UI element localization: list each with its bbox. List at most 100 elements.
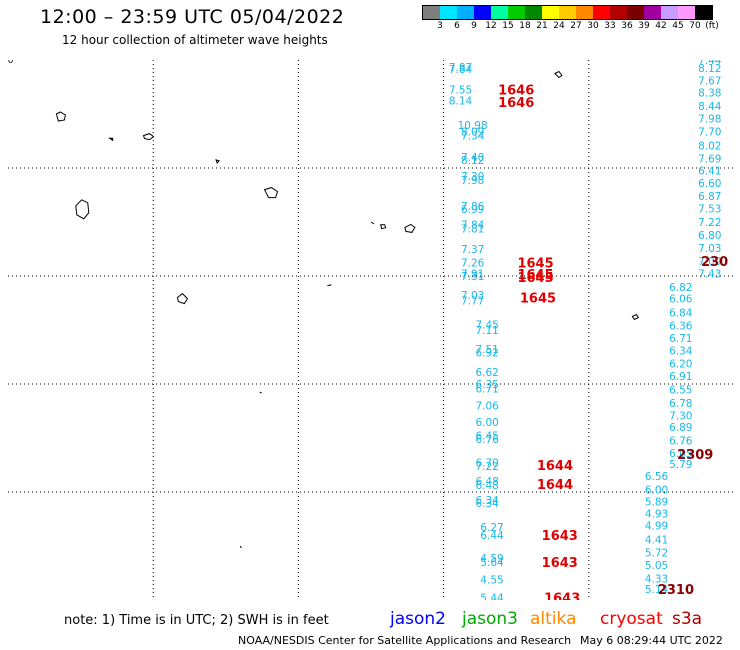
time-marker-label: 1644 — [537, 478, 573, 493]
time-marker-label: 1644 — [537, 459, 573, 474]
wave-height-label: 6.20 — [669, 358, 692, 370]
wave-height-label: 10.98 — [458, 120, 488, 132]
wave-height-label: 8.12 — [698, 63, 721, 75]
wave-height-label: 5.44 — [480, 592, 504, 600]
wave-height-label: 7.69 — [698, 153, 721, 165]
wave-height-label: 6.87 — [698, 191, 721, 203]
colorbar-label: 33 — [604, 21, 616, 31]
wave-height-label: 8.02 — [698, 140, 721, 152]
wave-height-label: 7.44 — [698, 60, 722, 67]
wave-height-label: 4.41 — [645, 535, 668, 547]
wave-height-label: 7.43 — [698, 268, 721, 280]
colorbar-swatch — [593, 6, 610, 19]
colorbar-label: 30 — [587, 21, 599, 31]
colorbar-label: 9 — [471, 21, 477, 31]
wave-height-label: 6.71 — [669, 333, 692, 345]
wave-height-label: 7.03 — [698, 243, 721, 255]
time-marker-label: 230 — [701, 255, 728, 270]
wave-height-label: 7.06 — [475, 401, 499, 413]
island-outline — [404, 223, 416, 233]
generated-time: May 6 08:29:44 UTC 2022 — [580, 634, 723, 647]
wave-height-label: 5.79 — [669, 459, 692, 471]
colorbar-swatch — [457, 6, 474, 19]
legend-altika: altika — [530, 609, 577, 629]
island-outline — [107, 137, 114, 142]
wave-height-label: 6.71 — [475, 383, 498, 395]
legend-s3a: s3a — [672, 609, 703, 629]
wave-height-label: 4.99 — [645, 520, 668, 532]
colorbar-swatch — [661, 6, 678, 19]
wave-height-label: 6.35 — [475, 379, 498, 391]
colorbar-label: 70 — [689, 21, 701, 31]
wave-height-label: 6.76 — [475, 434, 499, 446]
colorbar-label: 6 — [454, 21, 460, 31]
wave-height-label: 7.67 — [698, 76, 721, 88]
wave-height-label: 7.81 — [461, 223, 484, 235]
time-marker-label: 1643 — [544, 591, 580, 600]
time-marker-label: 1645 — [517, 257, 553, 272]
wave-height-label: 7.09 — [698, 256, 721, 268]
wave-height-label: 6.82 — [669, 282, 692, 294]
colorbar-swatch — [474, 6, 491, 19]
wave-height-label: 4.93 — [645, 509, 668, 521]
wave-height-label: 6.34 — [669, 346, 693, 358]
wave-height-label: 7.31 — [461, 271, 484, 283]
footnote: note: 1) Time is in UTC; 2) SWH is in fe… — [64, 613, 329, 628]
wave-height-label: 6.60 — [698, 178, 721, 190]
time-marker-label: 2310 — [658, 583, 694, 598]
wave-height-label: 7.22 — [475, 461, 498, 473]
wave-height-label: 7.84 — [461, 220, 485, 232]
wave-height-label: 7.34 — [461, 131, 485, 143]
wave-height-label: 7.91 — [461, 268, 484, 280]
colorbar-label: 3 — [437, 21, 443, 31]
colorbar-swatch — [610, 6, 627, 19]
map-title: 12:00 – 23:59 UTC 05/04/2022 — [40, 6, 345, 28]
wave-height-label: 6.36 — [669, 321, 693, 333]
wave-height-label: 7.45 — [475, 320, 498, 332]
island-outline — [55, 111, 66, 122]
wave-height-label: 6.48 — [475, 480, 498, 492]
legend-cryosat: cryosat — [600, 609, 663, 629]
wave-height-label: 6.06 — [669, 294, 693, 306]
wave-height-label: 6.41 — [698, 166, 721, 178]
wave-height-label: 4.59 — [480, 553, 503, 565]
wave-height-label: 6.34 — [475, 498, 499, 510]
wave-height-label: 6.44 — [480, 530, 504, 542]
time-marker-label: 1645 — [517, 268, 553, 283]
colorbar — [422, 5, 713, 20]
wave-height-label: 5.05 — [645, 560, 668, 572]
island-outline — [75, 199, 90, 220]
wave-height-label: 5.72 — [645, 547, 668, 559]
colorbar-swatch — [644, 6, 661, 19]
wave-height-label: 7.86 — [461, 201, 485, 213]
colorbar-label: (ft) — [705, 21, 719, 31]
island-outline — [259, 391, 262, 394]
colorbar-label: 12 — [485, 21, 497, 31]
wave-height-label: 6.00 — [475, 417, 498, 429]
colorbar-swatch — [576, 6, 593, 19]
wave-height-label: 6.84 — [669, 308, 693, 320]
colorbar-label: 18 — [519, 21, 531, 31]
legend-jason2: jason2 — [390, 609, 446, 629]
wave-height-label: 6.56 — [645, 471, 669, 483]
colorbar-label: 45 — [672, 21, 684, 31]
wave-height-label: 7.11 — [475, 325, 498, 337]
wave-height-label: 6.00 — [645, 484, 668, 496]
wave-height-label: 6.78 — [669, 398, 692, 410]
colorbar-swatch — [508, 6, 525, 19]
wave-height-label: 8.09 — [461, 126, 484, 138]
wave-height-label: 7.30 — [669, 410, 692, 422]
wave-height-label: 6.76 — [669, 436, 693, 448]
wave-height-map: 15015315615916216510864207.877.847.558.1… — [8, 60, 734, 600]
wave-height-label: 7.51 — [475, 344, 498, 356]
wave-height-label: 7.22 — [698, 217, 721, 229]
wave-height-label: 7.03 — [461, 290, 484, 302]
wave-height-label: 7.84 — [449, 64, 473, 76]
wave-height-label: 5.64 — [480, 557, 504, 569]
map-subtitle: 12 hour collection of altimeter wave hei… — [62, 33, 328, 47]
wave-height-label: 6.34 — [475, 495, 499, 507]
wave-height-label: 6.62 — [475, 367, 498, 379]
island-outline — [142, 133, 155, 141]
island-outline — [631, 313, 640, 321]
wave-height-label: 6.48 — [475, 476, 498, 488]
